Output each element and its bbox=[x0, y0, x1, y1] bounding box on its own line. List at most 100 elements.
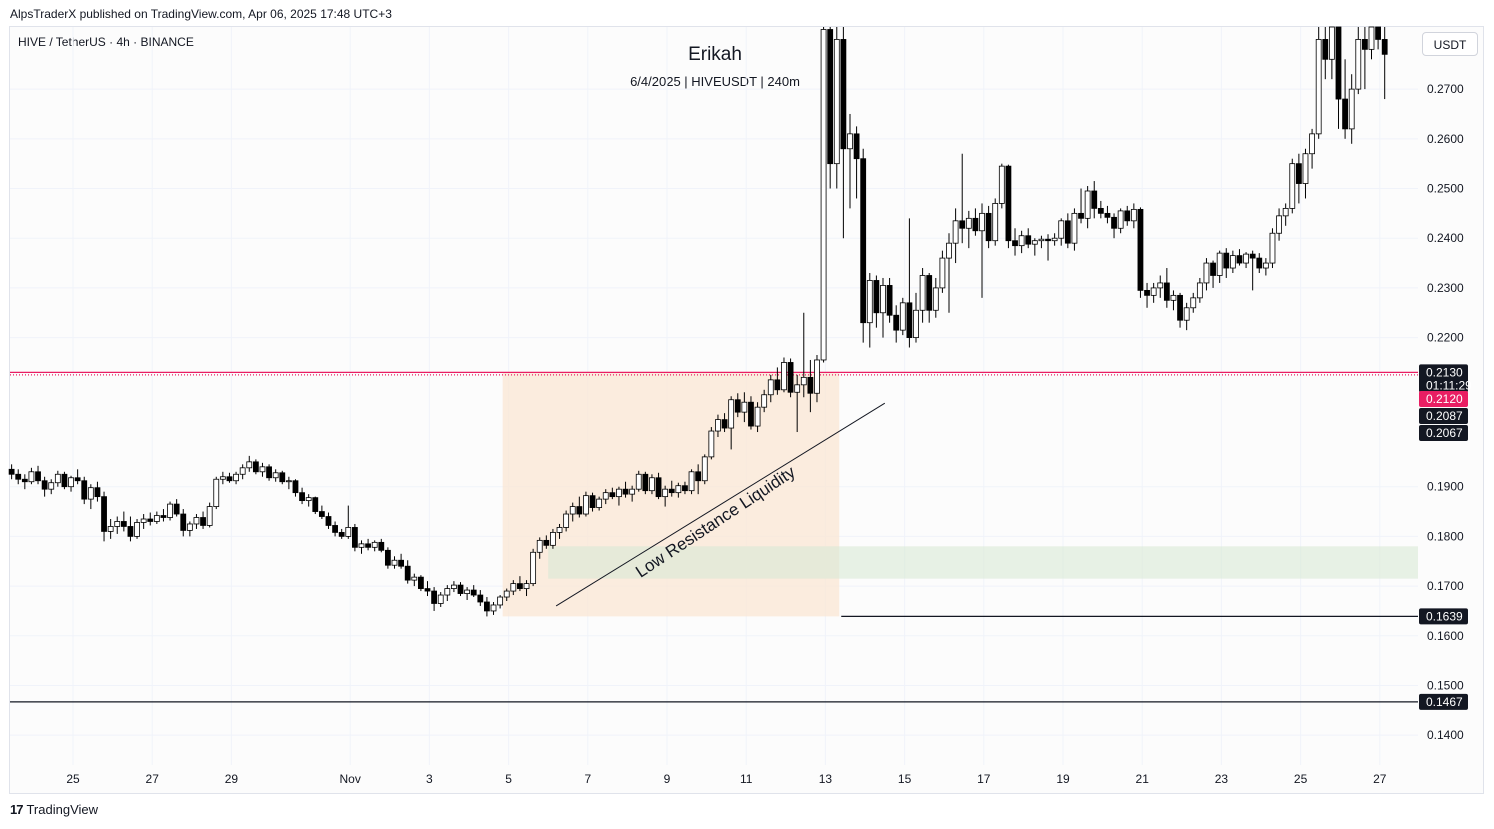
candle-body bbox=[1203, 262, 1210, 284]
candle-body bbox=[1223, 252, 1230, 269]
candle-body bbox=[616, 488, 622, 498]
candle-body bbox=[1078, 212, 1084, 219]
candle-body bbox=[675, 485, 682, 494]
candle-body bbox=[800, 376, 807, 386]
candle-body bbox=[1210, 262, 1216, 276]
symbol-legend[interactable]: HIVE / TetherUS · 4h · BINANCE bbox=[18, 35, 194, 49]
x-tick-label: 7 bbox=[584, 772, 591, 786]
candle-body bbox=[530, 551, 537, 585]
candle-body bbox=[906, 302, 913, 339]
candle-body bbox=[424, 588, 431, 592]
candle-body bbox=[114, 521, 121, 527]
x-tick-label: Nov bbox=[340, 772, 361, 786]
candle-body bbox=[563, 513, 570, 528]
candle-body bbox=[972, 217, 979, 232]
time-axis[interactable]: 25 27 29 Nov 3 5 7 9 11 13 15 17 19 21 23 25 27 bbox=[66, 772, 1386, 786]
candle-body bbox=[279, 472, 286, 483]
candle-body bbox=[787, 362, 794, 393]
candle-body bbox=[398, 559, 404, 567]
candle-body bbox=[1368, 26, 1375, 50]
candle-body bbox=[1097, 207, 1104, 214]
candle-body bbox=[1064, 220, 1071, 244]
candle-body bbox=[543, 539, 550, 546]
candle-body bbox=[153, 515, 160, 522]
candle-body bbox=[193, 517, 200, 525]
candle-body bbox=[94, 487, 101, 498]
candle-body bbox=[41, 480, 48, 490]
candle-body bbox=[583, 495, 589, 515]
candle-body bbox=[682, 485, 688, 492]
candle-body bbox=[1137, 208, 1144, 291]
candle-body bbox=[1322, 39, 1329, 60]
candle-body bbox=[68, 477, 74, 488]
price-tag bbox=[1419, 608, 1468, 625]
candle-body bbox=[226, 476, 233, 482]
candle-body bbox=[484, 601, 490, 612]
candle-body bbox=[54, 473, 61, 484]
candle-body bbox=[794, 384, 801, 393]
candle-body bbox=[371, 541, 378, 548]
candle-body bbox=[939, 257, 946, 289]
candle-body bbox=[754, 406, 761, 427]
price-tag-label: 0.2130 bbox=[1426, 365, 1463, 379]
candle-body bbox=[61, 473, 68, 488]
candle-body bbox=[358, 543, 365, 548]
candle-body bbox=[1025, 235, 1032, 245]
candle-body bbox=[285, 480, 292, 483]
candle-body bbox=[213, 478, 220, 507]
tradingview-footer[interactable]: 17 TradingView bbox=[10, 802, 98, 817]
candle-body bbox=[629, 488, 636, 495]
x-tick-label: 9 bbox=[664, 772, 671, 786]
candle-body bbox=[517, 583, 523, 589]
candle-body bbox=[741, 401, 748, 413]
candle-body bbox=[635, 473, 642, 490]
candle-body bbox=[418, 576, 424, 589]
price-tag-label: 0.2120 bbox=[1426, 392, 1463, 406]
candle-body bbox=[985, 212, 992, 242]
x-tick-label: 27 bbox=[1373, 772, 1387, 786]
candle-body bbox=[1282, 207, 1289, 217]
candle-body bbox=[140, 518, 147, 523]
candle-body bbox=[345, 527, 352, 537]
candle-body bbox=[15, 473, 22, 480]
candle-body bbox=[992, 203, 999, 242]
candle-body bbox=[662, 488, 669, 498]
candle-body bbox=[893, 314, 900, 331]
candle-body bbox=[477, 594, 484, 603]
candle-body bbox=[384, 549, 391, 566]
candle-body bbox=[833, 39, 840, 165]
candle-body bbox=[219, 476, 226, 480]
candle-body bbox=[1295, 163, 1302, 184]
candle-body bbox=[252, 461, 259, 473]
candle-body bbox=[774, 379, 781, 391]
candle-body bbox=[1104, 212, 1111, 218]
candle-body bbox=[1031, 240, 1038, 245]
candle-body bbox=[556, 527, 563, 533]
x-tick-label: 3 bbox=[426, 772, 433, 786]
candle-body bbox=[695, 471, 702, 482]
candle-body bbox=[365, 543, 371, 548]
candle-body bbox=[299, 492, 305, 502]
price-axis[interactable]: 0.2700 0.2600 0.2500 0.2400 0.2300 0.2200 0.19… bbox=[1427, 82, 1464, 742]
candle-body bbox=[1342, 98, 1348, 130]
candle-body bbox=[576, 506, 583, 515]
candle-body bbox=[840, 39, 847, 150]
y-tick-label: 0.2400 bbox=[1427, 231, 1464, 245]
candle-body bbox=[688, 471, 695, 492]
candle-body bbox=[1130, 208, 1137, 222]
y-tick-label: 0.2600 bbox=[1427, 132, 1464, 146]
candle-body bbox=[1355, 39, 1362, 90]
candle-body bbox=[708, 430, 715, 458]
candle-body bbox=[233, 473, 239, 482]
candle-body bbox=[1170, 294, 1177, 301]
candle-body bbox=[1038, 238, 1045, 242]
candle-body bbox=[602, 492, 609, 500]
currency-button[interactable]: USDT bbox=[1422, 32, 1478, 56]
candle-body bbox=[913, 309, 919, 339]
candle-body bbox=[1144, 289, 1150, 296]
candle-body bbox=[1157, 282, 1164, 289]
candle-body bbox=[1084, 190, 1091, 219]
candle-body bbox=[127, 526, 134, 537]
